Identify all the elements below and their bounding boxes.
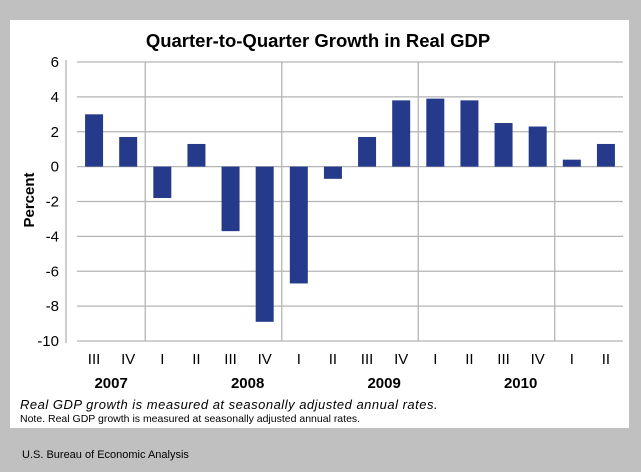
- x-tick-label: I: [297, 351, 301, 368]
- bar: [85, 114, 104, 167]
- year-label: 2010: [504, 375, 537, 392]
- x-tick-label: III: [361, 351, 374, 368]
- y-tick-label: 0: [51, 159, 59, 176]
- bar: [596, 143, 615, 167]
- y-tick-label: -4: [46, 228, 59, 245]
- x-tick-label: IV: [531, 351, 545, 368]
- y-tick-labels: 6 4 2 0 -2 -4 -6 -8 -10: [37, 54, 59, 350]
- year-label: 2009: [367, 375, 400, 392]
- x-tick-label: II: [329, 351, 337, 368]
- bar: [392, 100, 411, 167]
- x-tick-label: I: [570, 351, 574, 368]
- x-tick-label: IV: [258, 351, 272, 368]
- x-tick-label: II: [192, 351, 200, 368]
- bar: [119, 136, 138, 167]
- bar: [426, 98, 445, 167]
- x-tick-labels: III IV I II III IV I II III IV I II III IV I II: [88, 351, 610, 368]
- x-tick-label: III: [88, 351, 101, 368]
- bar: [187, 143, 206, 167]
- gridlines: [77, 61, 623, 342]
- y-tick-label: 6: [51, 54, 59, 71]
- note-small: Note. Real GDP growth is measured at sea…: [20, 413, 361, 425]
- y-tick-label: -2: [46, 194, 59, 211]
- note-italic: Real GDP growth is measured at seasonall…: [20, 397, 439, 412]
- bar: [460, 100, 479, 167]
- bar: [255, 166, 274, 322]
- x-tick-label: III: [497, 351, 510, 368]
- year-labels: 2007 2008 2009 2010: [94, 375, 537, 392]
- y-tick-label: -10: [37, 333, 59, 350]
- y-tick-label: 2: [51, 124, 59, 141]
- y-tick-label: 4: [51, 89, 59, 106]
- x-tick-label: II: [465, 351, 473, 368]
- year-label: 2007: [94, 375, 127, 392]
- x-tick-label: I: [160, 351, 164, 368]
- chart-title: Quarter-to-Quarter Growth in Real GDP: [146, 30, 490, 51]
- x-tick-label: IV: [121, 351, 135, 368]
- x-tick-label: IV: [394, 351, 408, 368]
- bars: [85, 98, 615, 322]
- x-tick-label: I: [433, 351, 437, 368]
- bar: [221, 166, 240, 232]
- year-separators: [144, 62, 556, 341]
- bar: [358, 136, 377, 167]
- chart-panel: Quarter-to-Quarter Growth in Real GDP Pe…: [10, 20, 629, 428]
- bar: [289, 166, 308, 284]
- source-credit: U.S. Bureau of Economic Analysis: [22, 449, 189, 461]
- bar: [528, 126, 547, 167]
- x-tick-label: II: [602, 351, 610, 368]
- bar: [494, 123, 513, 167]
- bar: [562, 159, 581, 167]
- x-tick-label: III: [224, 351, 237, 368]
- chart: Quarter-to-Quarter Growth in Real GDP Pe…: [21, 30, 623, 392]
- y-tick-label: -8: [46, 298, 59, 315]
- y-tick-label: -6: [46, 263, 59, 280]
- y-axis-label: Percent: [21, 172, 38, 227]
- bar: [323, 166, 342, 179]
- bar: [153, 166, 172, 199]
- year-label: 2008: [231, 375, 264, 392]
